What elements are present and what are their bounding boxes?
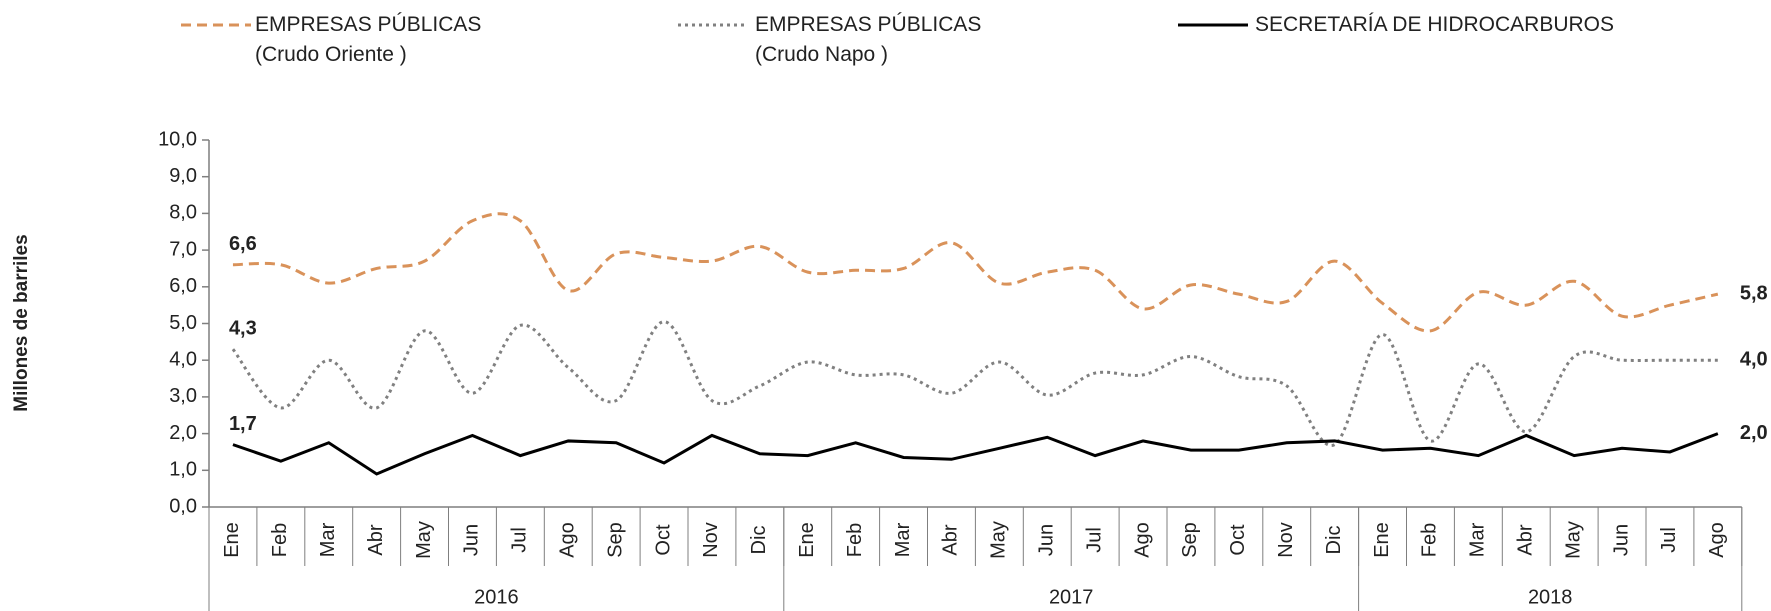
data-label: 5,8: [1740, 282, 1768, 304]
group-label: 2018: [1528, 586, 1573, 608]
y-tick-label: 8,0: [169, 202, 197, 224]
x-tick-label: Ene: [221, 522, 243, 558]
x-tick-label: May: [413, 521, 435, 559]
x-tick-label: Feb: [844, 523, 866, 557]
x-tick-label: Nov: [700, 522, 722, 558]
group-label: 2017: [1049, 586, 1094, 608]
x-tick-label: Ene: [1371, 522, 1393, 558]
y-tick-label: 4,0: [169, 348, 197, 370]
x-tick-label: Abr: [940, 524, 962, 555]
x-tick-label: Oct: [652, 524, 674, 556]
x-tick-label: Ago: [1131, 522, 1153, 558]
y-tick-label: 9,0: [169, 165, 197, 187]
series-line: [231, 320, 1718, 447]
x-tick-label: Feb: [269, 523, 291, 557]
x-tick-label: Abr: [1515, 524, 1537, 555]
x-tick-label: May: [1562, 521, 1584, 559]
group-label: 2016: [474, 586, 519, 608]
y-tick-label: 6,0: [169, 275, 197, 297]
x-tick-label: Mar: [892, 522, 914, 557]
x-tick-label: Mar: [317, 522, 339, 557]
x-tick-label: Jun: [1610, 524, 1632, 556]
data-label: 1,7: [229, 413, 257, 435]
x-tick-label: Sep: [1179, 522, 1201, 558]
x-tick-label: Jul: [509, 527, 531, 553]
x-tick-label: Abr: [365, 524, 387, 555]
y-tick-label: 0,0: [169, 495, 197, 517]
data-label: 2,0: [1740, 422, 1768, 444]
y-tick-label: 2,0: [169, 422, 197, 444]
x-tick-label: Sep: [604, 522, 626, 558]
x-tick-label: Feb: [1419, 523, 1441, 557]
legend-label: EMPRESAS PÚBLICAS (Crudo Oriente ): [255, 13, 482, 66]
x-tick-label: Jun: [461, 524, 483, 556]
x-tick-label: Ago: [1706, 522, 1728, 558]
data-label: 4,0: [1740, 348, 1768, 370]
legend-label: SECRETARÍA DE HIDROCARBUROS: [1255, 13, 1614, 36]
x-tick-label: Ago: [557, 522, 579, 558]
x-tick-label: Dic: [1323, 526, 1345, 555]
x-tick-label: Jun: [1036, 524, 1058, 556]
y-axis-label: Millones de barriles: [11, 234, 32, 411]
y-tick-label: 1,0: [169, 459, 197, 481]
legend-label: EMPRESAS PÚBLICAS (Crudo Napo ): [755, 13, 982, 66]
y-tick-label: 10,0: [158, 128, 197, 150]
x-tick-label: Mar: [1467, 522, 1489, 557]
x-tick-label: Ene: [796, 522, 818, 558]
x-tick-label: Dic: [748, 526, 770, 555]
series-line: [232, 432, 1719, 476]
data-label: 6,6: [229, 233, 257, 255]
y-tick-label: 3,0: [169, 385, 197, 407]
x-tick-label: Jul: [1083, 527, 1105, 553]
series-line: [232, 212, 1719, 333]
y-tick-label: 7,0: [169, 238, 197, 260]
x-tick-label: Oct: [1227, 524, 1249, 556]
x-tick-label: May: [988, 521, 1010, 559]
y-tick-label: 5,0: [169, 312, 197, 334]
data-label: 4,3: [229, 317, 257, 339]
x-tick-label: Nov: [1275, 522, 1297, 558]
x-tick-label: Jul: [1658, 527, 1680, 553]
